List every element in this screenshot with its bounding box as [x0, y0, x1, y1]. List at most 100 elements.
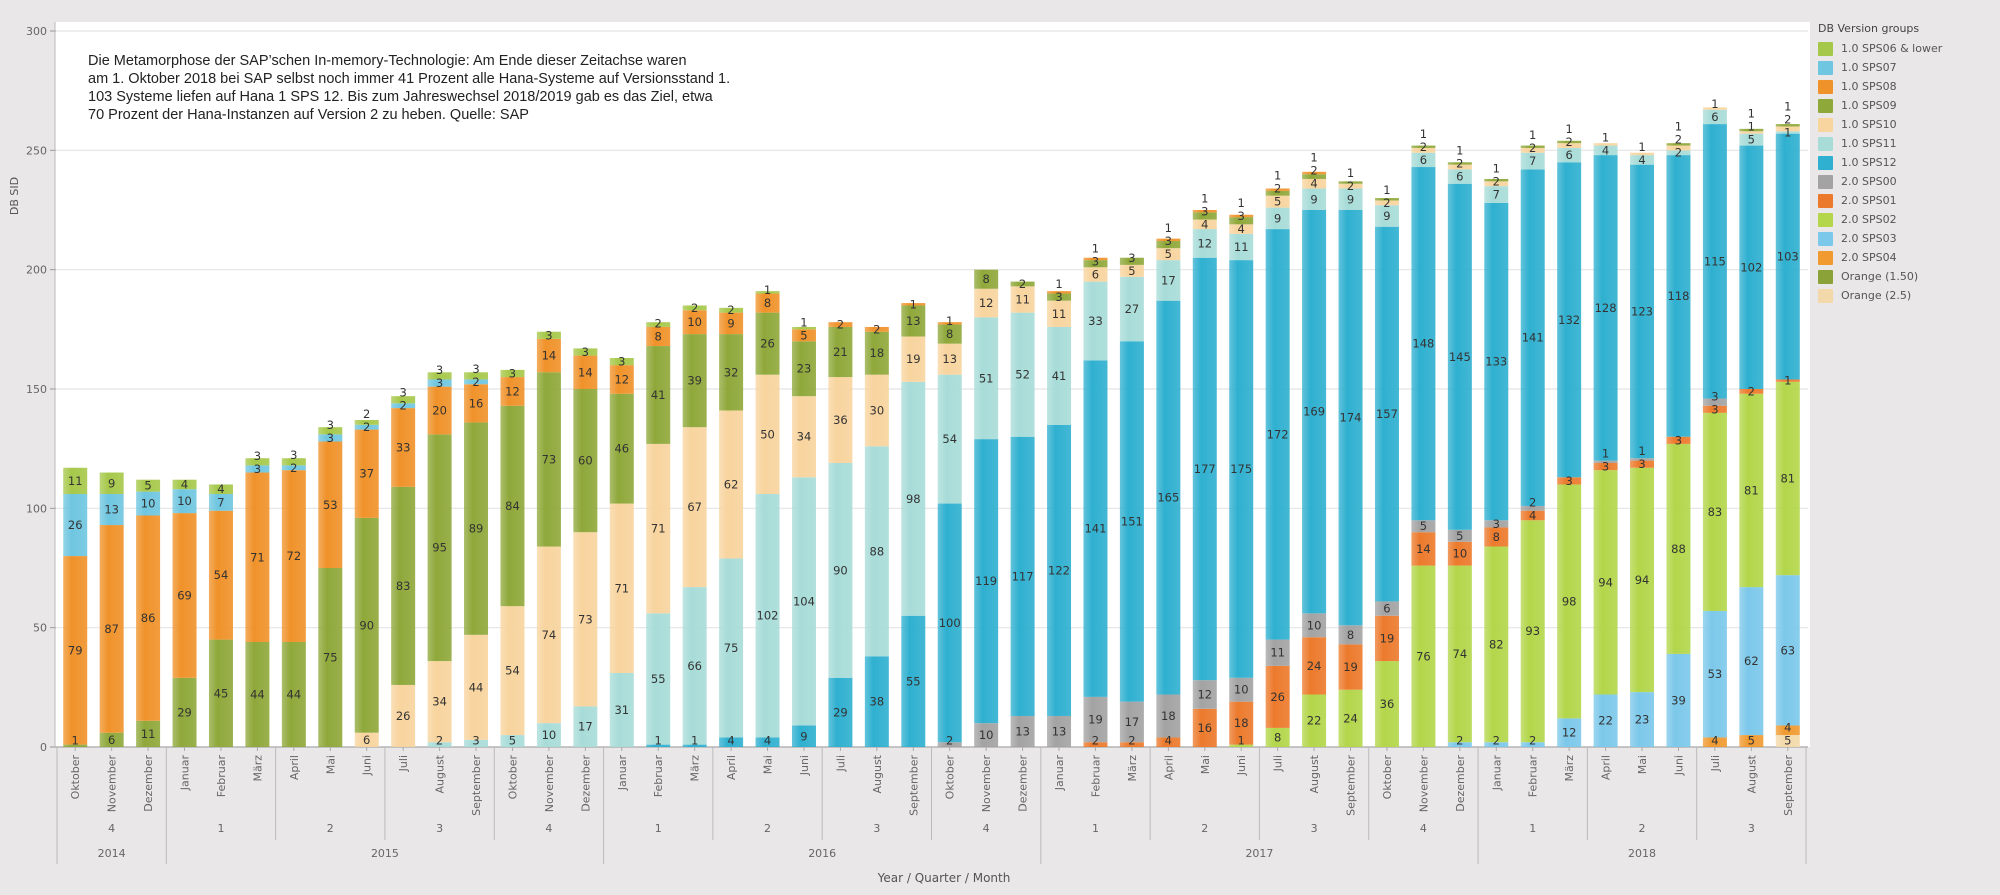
bar-segment — [1083, 257, 1108, 261]
data-label: 11 — [1052, 307, 1067, 321]
data-label: 90 — [833, 563, 848, 577]
data-label: 3 — [1638, 457, 1645, 471]
bar-segment — [354, 429, 379, 518]
data-label: 177 — [1194, 462, 1216, 476]
data-label: 3 — [545, 328, 552, 342]
month-label: Mai — [324, 755, 337, 774]
data-label: 3 — [1711, 389, 1718, 403]
quarter-label: 1 — [1529, 822, 1536, 835]
data-label: 6 — [1092, 267, 1099, 281]
data-label: 18 — [870, 346, 885, 360]
data-label: 11 — [1270, 646, 1285, 660]
y-tick-label: 0 — [40, 741, 47, 754]
data-label: 3 — [1055, 290, 1062, 304]
bar-segment — [755, 293, 780, 313]
data-label: 11 — [68, 474, 83, 488]
data-label: 29 — [833, 705, 848, 719]
month-label: August — [1308, 754, 1321, 793]
legend-item[interactable]: 1.0 SPS10 — [1818, 115, 1993, 134]
legend-item[interactable]: 2.0 SPS02 — [1818, 210, 1993, 229]
bar-segment — [1302, 178, 1327, 189]
bar-segment — [682, 334, 707, 428]
data-label: 5 — [509, 734, 516, 748]
bar-segment — [1010, 286, 1035, 313]
bar-segment — [1229, 677, 1254, 702]
y-tick-label: 50 — [33, 622, 47, 635]
data-label: 2 — [1092, 734, 1099, 748]
bar-segment — [1302, 174, 1327, 179]
year-label: 2018 — [1628, 847, 1656, 860]
bar-segment — [1447, 541, 1472, 566]
legend-item[interactable]: 1.0 SPS09 — [1818, 96, 1993, 115]
data-label: 2 — [1274, 182, 1281, 196]
bar-segment — [609, 503, 634, 674]
data-label: 6 — [363, 733, 370, 747]
bar-segment — [573, 532, 598, 707]
legend-item[interactable]: 1.0 SPS11 — [1818, 134, 1993, 153]
legend-item[interactable]: 1.0 SPS06 & lower — [1818, 39, 1993, 58]
data-label: 2 — [1347, 179, 1354, 193]
bar-segment — [1775, 725, 1800, 736]
y-tick-label: 150 — [26, 383, 47, 396]
month-label: Dezember — [579, 755, 592, 812]
data-label: 44 — [287, 687, 302, 701]
bar-segment — [1083, 267, 1108, 282]
legend-item[interactable]: 1.0 SPS08 — [1818, 77, 1993, 96]
bar-segment — [864, 374, 889, 447]
bar-segment — [1739, 128, 1764, 132]
legend-item[interactable]: 2.0 SPS01 — [1818, 191, 1993, 210]
bar-segment — [464, 384, 489, 423]
data-label: 1 — [1711, 97, 1718, 111]
data-label: 34 — [432, 695, 447, 709]
data-label: 14 — [578, 365, 593, 379]
bar-segment — [99, 525, 124, 733]
bar-segment — [1374, 226, 1399, 602]
bar-segment — [646, 613, 671, 745]
data-label: 1 — [1784, 99, 1791, 113]
data-label: 141 — [1522, 331, 1544, 345]
month-label: Juni — [798, 755, 811, 776]
data-label: 89 — [469, 522, 484, 536]
legend-item[interactable]: Orange (2.5) — [1818, 286, 1993, 305]
bar-segment — [1047, 293, 1072, 301]
bar-segment — [1739, 389, 1764, 394]
legend-item[interactable]: 2.0 SPS04 — [1818, 248, 1993, 267]
data-label: 3 — [472, 734, 479, 748]
data-label: 117 — [1012, 569, 1034, 583]
bar-segment — [1666, 443, 1691, 654]
bar-segment — [1775, 124, 1800, 127]
data-label: 14 — [1416, 542, 1431, 556]
bar-segment — [1666, 150, 1691, 156]
legend-item[interactable]: Orange (1.50) — [1818, 267, 1993, 286]
legend-item[interactable]: 1.0 SPS07 — [1818, 58, 1993, 77]
month-label: November — [106, 755, 119, 813]
legend-item[interactable]: 2.0 SPS00 — [1818, 172, 1993, 191]
month-label: März — [1563, 755, 1576, 782]
data-label: 36 — [1380, 697, 1395, 711]
data-label: 3 — [436, 363, 443, 377]
data-label: 21 — [833, 345, 848, 359]
data-label: 1 — [72, 734, 79, 748]
bar-segment — [1083, 742, 1108, 747]
data-label: 172 — [1267, 427, 1289, 441]
legend-swatch — [1818, 269, 1833, 284]
month-label: Mai — [1199, 755, 1212, 774]
legend-item[interactable]: 1.0 SPS12 — [1818, 153, 1993, 172]
bar-segment — [536, 546, 561, 724]
bar-segment — [172, 513, 197, 678]
bar-segment — [755, 494, 780, 738]
data-label: 10 — [542, 728, 557, 742]
bar-segment — [828, 326, 853, 378]
data-label: 1 — [1238, 734, 1245, 748]
bar-segment — [1775, 381, 1800, 576]
data-label: 33 — [396, 440, 411, 454]
month-label: April — [288, 755, 301, 780]
bar-segment — [1520, 147, 1545, 153]
quarter-label: 1 — [1092, 822, 1099, 835]
legend-label: 1.0 SPS07 — [1841, 61, 1897, 74]
legend-item[interactable]: 2.0 SPS03 — [1818, 229, 1993, 248]
data-label: 2 — [1675, 146, 1682, 160]
bar-segment — [1302, 171, 1327, 175]
data-label: 1 — [1784, 374, 1791, 388]
data-label: 132 — [1558, 313, 1580, 327]
